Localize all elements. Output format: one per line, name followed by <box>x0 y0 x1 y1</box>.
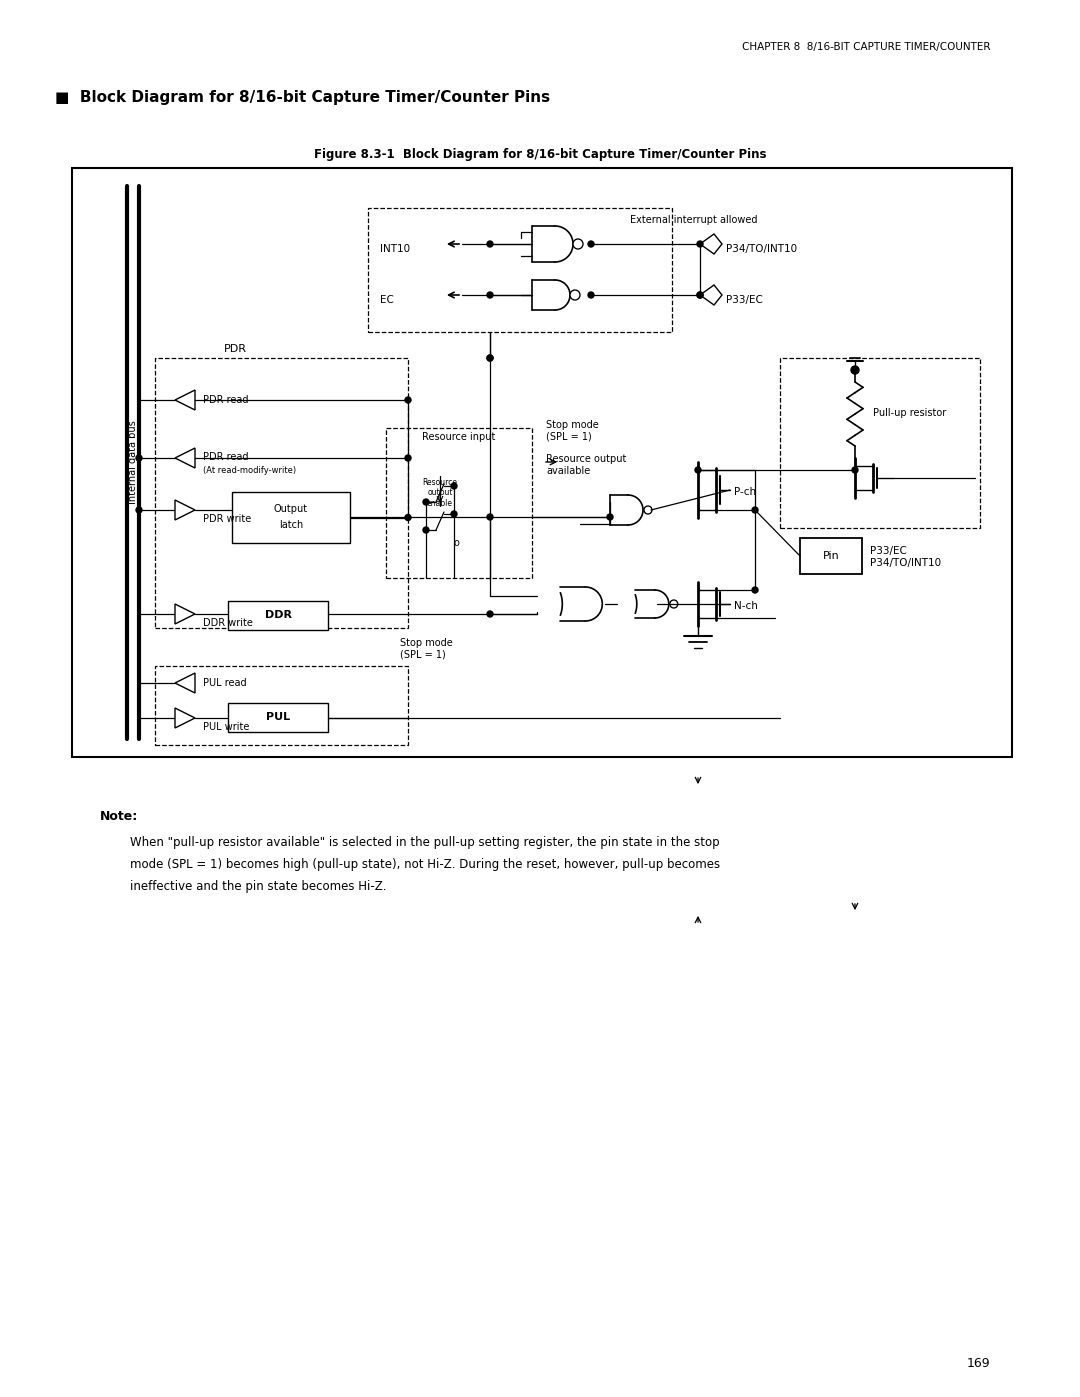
Text: P-ch: P-ch <box>734 488 756 497</box>
Text: ■  Block Diagram for 8/16-bit Capture Timer/Counter Pins: ■ Block Diagram for 8/16-bit Capture Tim… <box>55 89 550 105</box>
Text: ineffective and the pin state becomes Hi-Z.: ineffective and the pin state becomes Hi… <box>130 880 387 893</box>
Bar <box>72 168 1012 757</box>
Circle shape <box>573 239 583 249</box>
Text: Stop mode
(SPL = 1): Stop mode (SPL = 1) <box>400 638 453 659</box>
Bar <box>800 538 862 574</box>
Circle shape <box>487 292 492 298</box>
Text: Note:: Note: <box>100 810 138 823</box>
Bar <box>156 358 408 629</box>
Circle shape <box>487 514 492 520</box>
Text: PDR read: PDR read <box>203 395 248 405</box>
Text: N-ch: N-ch <box>734 601 758 610</box>
Polygon shape <box>175 390 195 409</box>
Circle shape <box>588 292 594 298</box>
Text: PDR: PDR <box>224 344 246 353</box>
Bar <box>228 601 328 630</box>
Bar <box>232 492 350 543</box>
Text: When "pull-up resistor available" is selected in the pull-up setting register, t: When "pull-up resistor available" is sel… <box>130 835 719 849</box>
Circle shape <box>136 507 141 513</box>
Circle shape <box>451 511 457 517</box>
Text: INT10: INT10 <box>380 244 410 254</box>
Text: mode (SPL = 1) becomes high (pull-up state), not Hi-Z. During the reset, however: mode (SPL = 1) becomes high (pull-up sta… <box>130 858 720 870</box>
Circle shape <box>697 292 703 298</box>
Text: DDR: DDR <box>265 610 292 620</box>
Circle shape <box>570 291 580 300</box>
Text: PDR write: PDR write <box>203 514 252 524</box>
Text: PUL: PUL <box>266 712 291 722</box>
Circle shape <box>588 242 594 247</box>
Text: latch: latch <box>279 521 303 531</box>
Circle shape <box>696 467 701 474</box>
Text: 169: 169 <box>967 1356 990 1370</box>
Text: o: o <box>454 538 460 548</box>
Circle shape <box>607 514 613 520</box>
Polygon shape <box>175 500 195 520</box>
Text: DDR write: DDR write <box>203 617 253 629</box>
Circle shape <box>487 355 492 360</box>
Text: (At read-modify-write): (At read-modify-write) <box>203 467 296 475</box>
Circle shape <box>697 292 703 298</box>
Text: CHAPTER 8  8/16-BIT CAPTURE TIMER/COUNTER: CHAPTER 8 8/16-BIT CAPTURE TIMER/COUNTER <box>742 42 990 52</box>
Text: Output: Output <box>274 504 308 514</box>
Text: Stop mode
(SPL = 1): Stop mode (SPL = 1) <box>546 420 598 441</box>
Polygon shape <box>175 604 195 624</box>
Circle shape <box>423 499 429 504</box>
Circle shape <box>405 397 411 402</box>
Circle shape <box>851 366 859 374</box>
Bar <box>228 703 328 732</box>
Circle shape <box>423 527 429 534</box>
Circle shape <box>852 467 858 474</box>
Text: P34/TO/INT10: P34/TO/INT10 <box>726 244 797 254</box>
Circle shape <box>752 507 758 513</box>
Circle shape <box>487 242 492 247</box>
Circle shape <box>752 587 758 592</box>
Bar <box>780 358 980 528</box>
Text: Resource input: Resource input <box>422 432 496 441</box>
Bar <box>386 427 532 578</box>
Text: Figure 8.3-1  Block Diagram for 8/16-bit Capture Timer/Counter Pins: Figure 8.3-1 Block Diagram for 8/16-bit … <box>314 148 766 161</box>
Polygon shape <box>175 673 195 693</box>
Text: P34/TO/INT10: P34/TO/INT10 <box>870 557 941 569</box>
Circle shape <box>487 355 492 360</box>
Text: Internal data bus: Internal data bus <box>129 420 138 504</box>
Circle shape <box>697 242 703 247</box>
Bar <box>368 208 672 332</box>
Text: PUL read: PUL read <box>203 678 246 687</box>
Text: Pin: Pin <box>823 550 839 562</box>
Text: External interrupt allowed: External interrupt allowed <box>630 215 757 225</box>
Circle shape <box>405 455 411 461</box>
Text: P33/EC: P33/EC <box>870 546 907 556</box>
Text: PUL write: PUL write <box>203 722 249 732</box>
Bar <box>156 666 408 745</box>
Circle shape <box>136 455 141 461</box>
Text: Pull-up resistor: Pull-up resistor <box>873 408 946 418</box>
Text: PDR read: PDR read <box>203 453 248 462</box>
Text: Resource output
available: Resource output available <box>546 454 626 475</box>
Polygon shape <box>175 708 195 728</box>
Polygon shape <box>175 448 195 468</box>
Circle shape <box>451 483 457 489</box>
Text: EC: EC <box>380 295 394 305</box>
Text: Resource
output
enable: Resource output enable <box>422 478 458 507</box>
Circle shape <box>405 514 411 521</box>
Circle shape <box>487 610 492 617</box>
Text: P33/EC: P33/EC <box>726 295 762 305</box>
